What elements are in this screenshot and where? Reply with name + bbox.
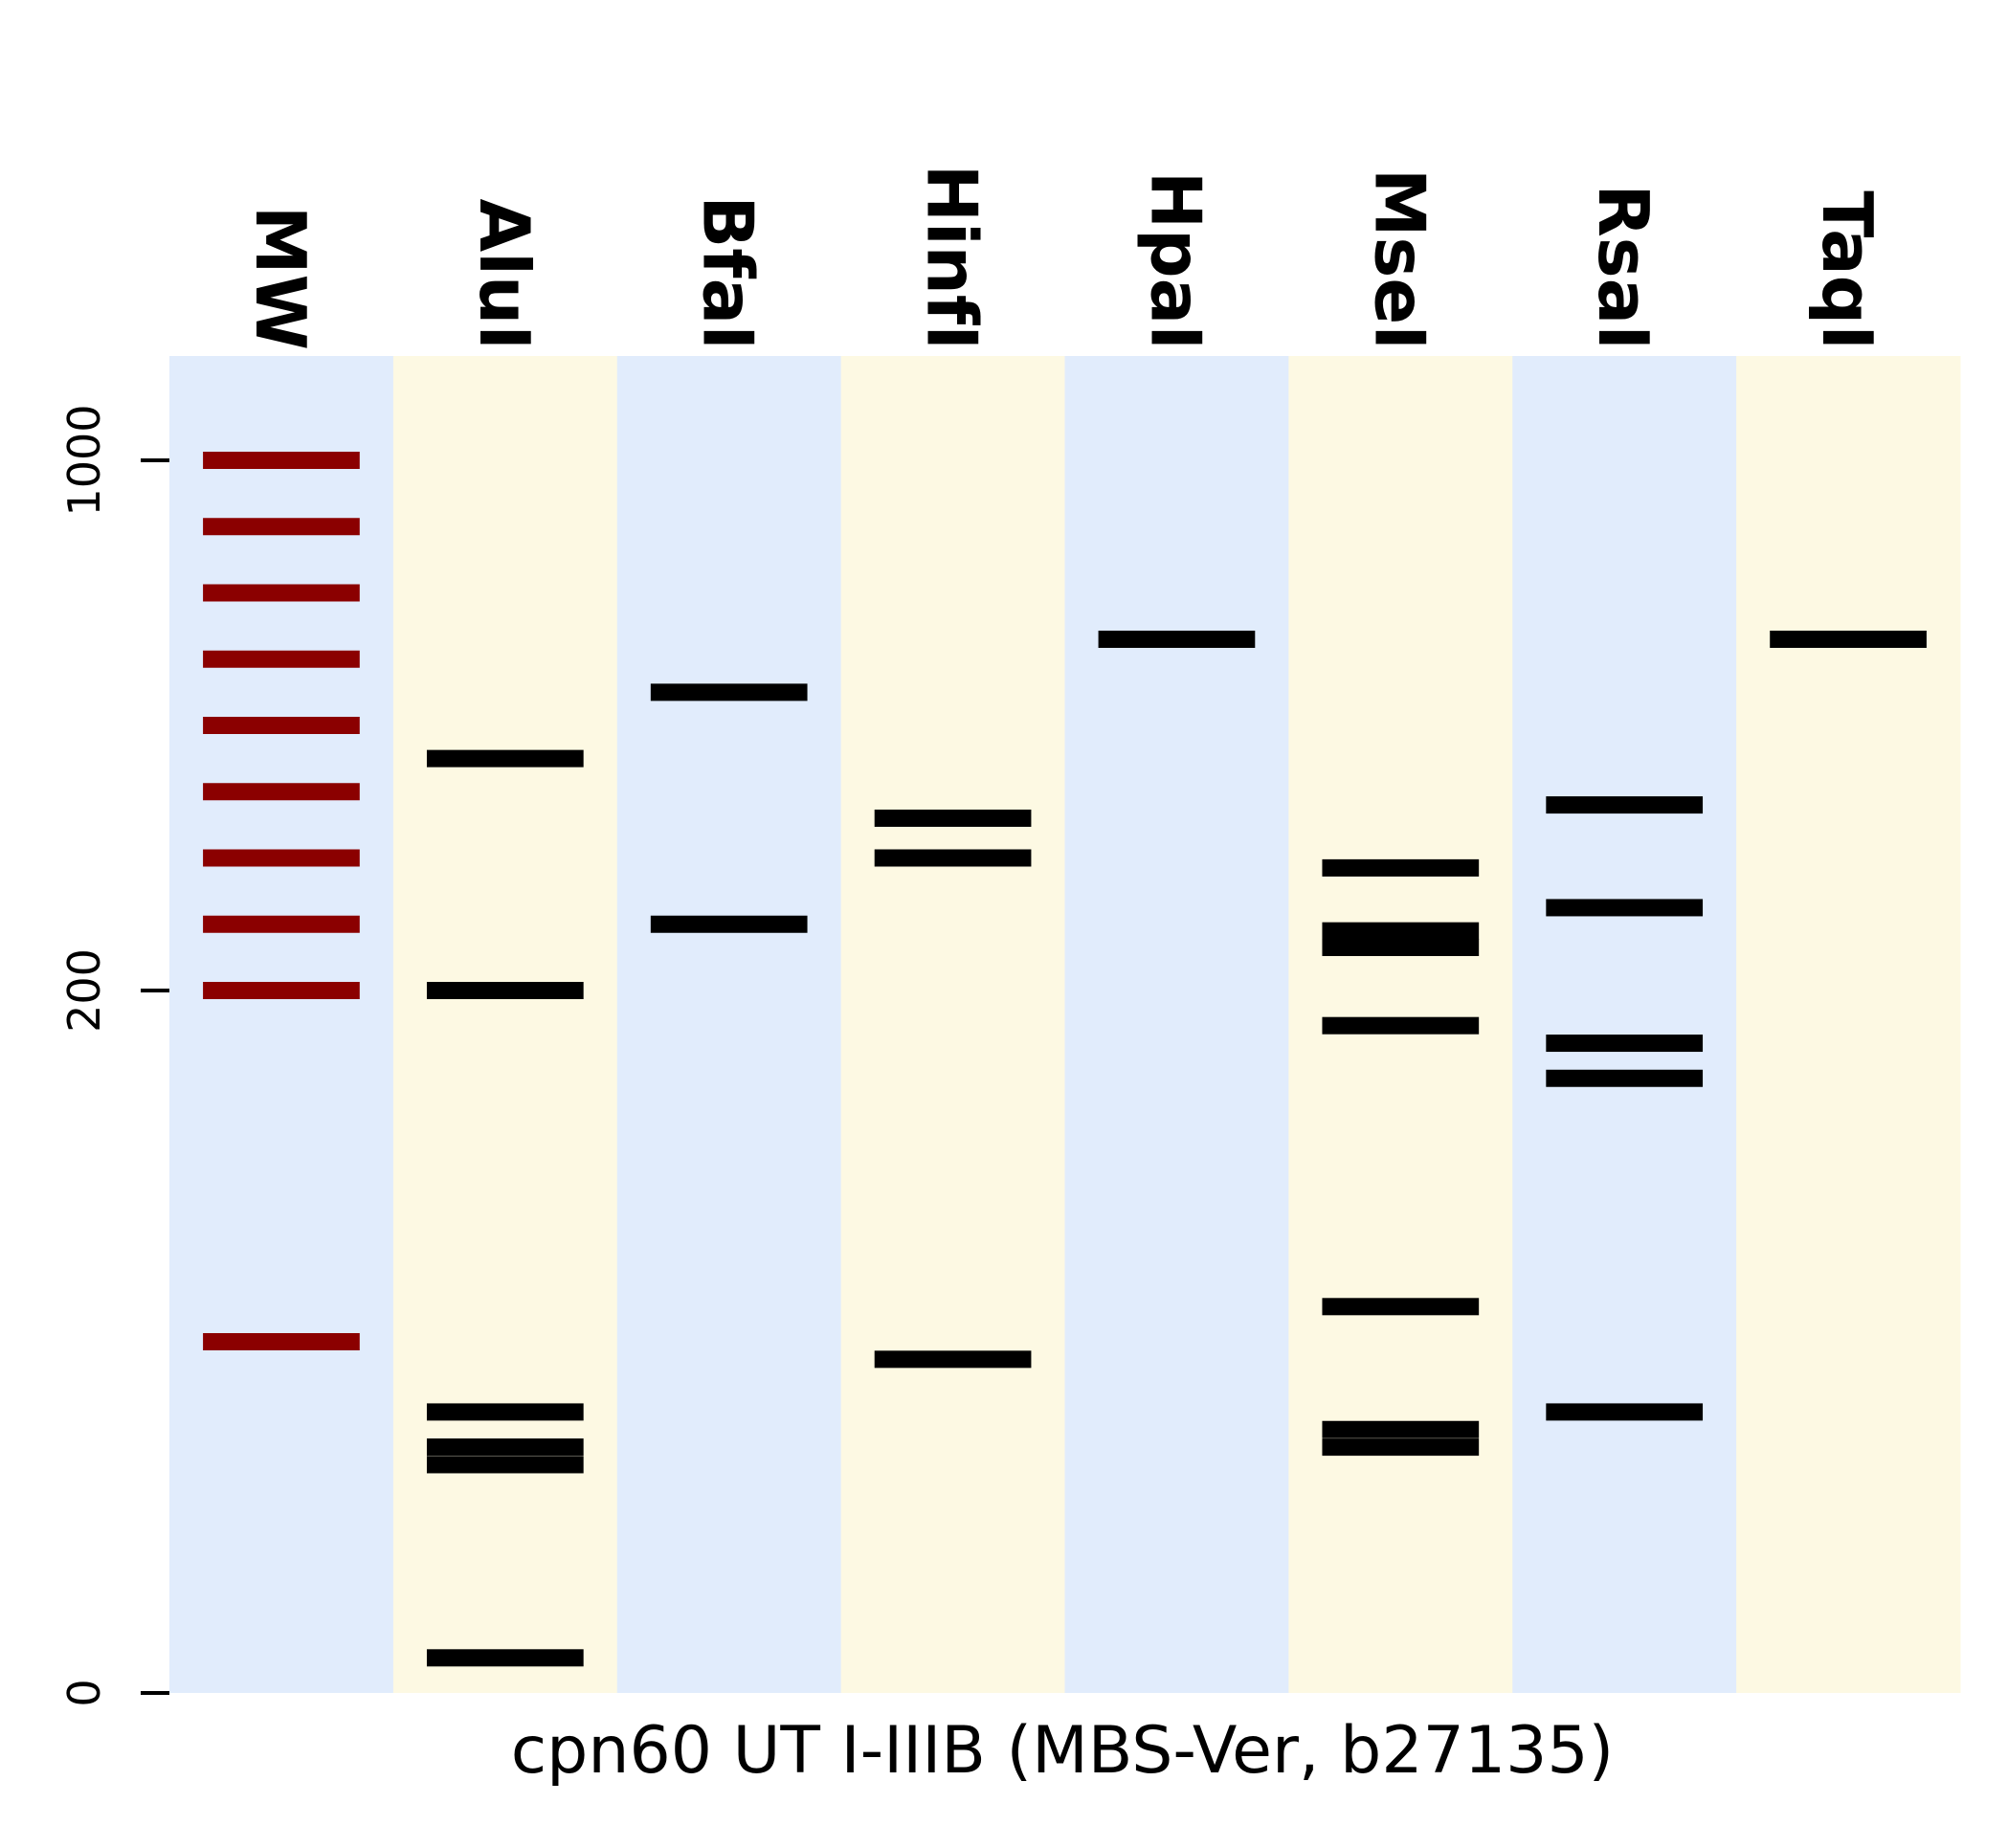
band-msei-5 [1322, 1420, 1480, 1438]
band-mw-2 [203, 584, 360, 602]
band-bfai-1 [650, 915, 808, 933]
band-mw-4 [203, 717, 360, 734]
lane-mw-background [169, 356, 394, 1693]
band-bfai-0 [650, 683, 808, 701]
band-alui-5 [426, 1649, 584, 1667]
lane-bfai-background [616, 356, 842, 1693]
lane-label-msei: MseI [1359, 168, 1439, 350]
y-tick-label-0: 0 [58, 1679, 110, 1706]
band-alui-2 [426, 1403, 584, 1421]
lane-label-rsai: RsaI [1583, 184, 1663, 350]
band-alui-1 [426, 982, 584, 999]
band-hinfi-0 [874, 809, 1032, 827]
chart-caption: cpn60 UT I-IIIB (MBS-Ver, b27135) [511, 1713, 1614, 1789]
lane-backgrounds [169, 356, 1961, 1693]
band-msei-1 [1322, 922, 1480, 940]
lane-label-alui: AluI [464, 199, 545, 350]
bands [203, 452, 1927, 1667]
band-alui-0 [426, 749, 584, 768]
band-hinfi-1 [874, 849, 1032, 867]
band-mw-5 [203, 783, 360, 801]
band-rsai-1 [1546, 899, 1704, 917]
band-mw-7 [203, 915, 360, 933]
lane-label-hinfi: HinfI [912, 165, 993, 350]
band-msei-6 [1322, 1438, 1480, 1457]
band-rsai-4 [1546, 1403, 1704, 1421]
lane-hpai-background [1064, 356, 1289, 1693]
lane-hinfi-background [840, 356, 1065, 1693]
band-rsai-2 [1546, 1035, 1704, 1053]
band-mw-1 [203, 518, 360, 536]
band-mw-8 [203, 982, 360, 999]
band-mw-0 [203, 452, 360, 469]
band-mw-6 [203, 849, 360, 867]
band-mw-9 [203, 1333, 360, 1350]
band-msei-0 [1322, 858, 1480, 877]
y-axis: 0 200 1000 [58, 404, 169, 1707]
y-tick-label-1000: 1000 [58, 404, 110, 516]
lane-rsai-background [1512, 356, 1737, 1693]
band-msei-4 [1322, 1298, 1480, 1316]
lane-label-bfai: BfaI [688, 195, 769, 350]
lane-taqi-background [1736, 356, 1961, 1693]
lane-label-hpai: HpaI [1135, 171, 1216, 350]
band-hpai-0 [1098, 630, 1256, 648]
band-rsai-0 [1546, 796, 1704, 814]
lane-label-taqi: TaqI [1807, 190, 1887, 350]
band-rsai-3 [1546, 1069, 1704, 1087]
lane-labels: MW AluI BfaI HinfI HpaI MseI RsaI TaqI [240, 165, 1887, 350]
lane-alui-background [392, 356, 618, 1693]
band-mw-3 [203, 650, 360, 668]
band-taqi-0 [1770, 630, 1927, 648]
lane-label-mw: MW [240, 206, 321, 350]
band-msei-3 [1322, 1016, 1480, 1035]
band-msei-2 [1322, 938, 1480, 956]
y-tick-label-200: 200 [58, 948, 110, 1033]
band-alui-4 [426, 1456, 584, 1474]
band-alui-3 [426, 1438, 584, 1457]
band-hinfi-2 [874, 1350, 1032, 1369]
